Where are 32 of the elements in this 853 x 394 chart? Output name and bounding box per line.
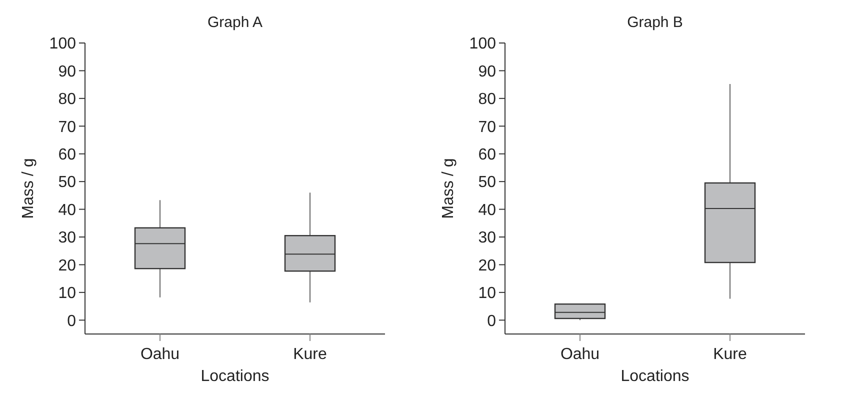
- chart-title: Graph A: [207, 14, 263, 31]
- y-tick-label: 10: [478, 285, 496, 302]
- x-axis-title: Locations: [200, 368, 270, 385]
- y-axis-title: Mass / g: [440, 158, 457, 219]
- y-tick-label: 90: [478, 63, 496, 80]
- y-tick-label: 30: [58, 230, 76, 247]
- y-tick-label: 20: [478, 257, 496, 274]
- x-axis-title: Locations: [620, 368, 690, 385]
- chart-title: Graph B: [627, 14, 683, 31]
- y-tick-label: 40: [478, 202, 496, 219]
- x-tick-label: Kure: [293, 346, 327, 363]
- y-tick-label: 20: [58, 257, 76, 274]
- x-tick-label: Kure: [713, 346, 747, 363]
- y-tick-label: 50: [58, 174, 76, 192]
- y-tick-label: 80: [478, 91, 496, 108]
- y-tick-label: 70: [58, 118, 76, 136]
- y-tick-label: 70: [478, 118, 496, 136]
- y-tick-label: 30: [478, 230, 496, 247]
- y-tick-label: 100: [49, 36, 76, 53]
- y-tick-label: 60: [58, 146, 76, 164]
- y-tick-label: 80: [58, 91, 76, 108]
- y-tick-label: 0: [487, 312, 496, 330]
- y-tick-label: 50: [478, 174, 496, 192]
- y-tick-label: 60: [478, 146, 496, 164]
- x-tick-label: Oahu: [140, 346, 180, 363]
- y-tick-label: 40: [58, 202, 76, 219]
- y-tick-label: 90: [58, 63, 76, 80]
- x-tick-label: Oahu: [560, 346, 600, 363]
- y-tick-label: 10: [58, 285, 76, 302]
- y-tick-label: 100: [469, 36, 496, 53]
- y-tick-label: 0: [67, 312, 76, 330]
- y-axis-title: Mass / g: [20, 158, 37, 219]
